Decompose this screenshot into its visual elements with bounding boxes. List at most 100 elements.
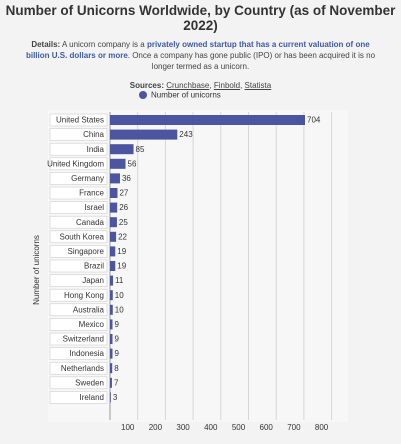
bar xyxy=(110,392,111,403)
y-tick-label: Sweden xyxy=(75,378,104,387)
category-box xyxy=(49,259,108,273)
category-box xyxy=(49,201,108,214)
legend-marker xyxy=(139,91,147,99)
category-box xyxy=(49,303,108,317)
sources-label: Sources: xyxy=(129,81,164,90)
y-tick-label: Ireland xyxy=(80,393,104,402)
value-label: 8 xyxy=(114,364,119,373)
x-tick-label: 200 xyxy=(149,423,163,432)
value-label: 11 xyxy=(115,276,124,285)
details-highlight: privately owned startup that has a curre… xyxy=(25,40,370,60)
category-box xyxy=(49,376,108,390)
bar xyxy=(110,129,178,140)
category-box xyxy=(49,332,108,346)
x-tick-label: 700 xyxy=(287,423,301,432)
y-tick-label: Brazil xyxy=(84,262,104,271)
value-label: 3 xyxy=(113,393,118,402)
y-tick-label: United Kingdom xyxy=(47,159,104,168)
x-tick-label: 300 xyxy=(176,423,190,432)
bar xyxy=(110,246,116,257)
category-box xyxy=(49,361,108,375)
bar xyxy=(110,334,113,344)
bar xyxy=(110,217,117,228)
source-link[interactable]: Statista xyxy=(244,81,272,90)
bar xyxy=(110,202,118,213)
details-text: A unicorn company is a xyxy=(62,40,145,49)
y-tick-label: Australia xyxy=(73,305,105,314)
details-text: . Once a company has gone public (IPO) o… xyxy=(127,51,376,71)
category-box xyxy=(49,215,108,229)
value-label: 9 xyxy=(114,320,119,329)
y-tick-label: Netherlands xyxy=(61,364,104,373)
separator: , xyxy=(240,81,243,90)
y-tick-label: Israel xyxy=(84,203,104,212)
bar xyxy=(110,304,113,315)
y-tick-label: South Korea xyxy=(60,232,105,241)
category-box xyxy=(49,318,108,331)
separator: , xyxy=(209,81,212,90)
bar xyxy=(110,275,114,286)
y-tick-label: Japan xyxy=(82,276,104,285)
value-label: 704 xyxy=(307,116,321,125)
bar xyxy=(110,290,113,301)
value-label: 19 xyxy=(117,247,126,256)
source-link[interactable]: Crunchbase xyxy=(166,81,210,90)
bar xyxy=(110,173,120,184)
bar xyxy=(110,363,113,374)
y-tick-label: Switzerland xyxy=(63,335,104,344)
source-link[interactable]: Finbold xyxy=(213,81,241,90)
category-box xyxy=(49,230,108,244)
category-box xyxy=(49,186,108,200)
category-box xyxy=(49,288,108,302)
bar xyxy=(110,319,113,330)
value-label: 22 xyxy=(118,232,127,241)
details-label: Details: xyxy=(31,40,61,49)
category-box xyxy=(49,142,108,156)
y-tick-label: United States xyxy=(56,116,104,125)
value-label: 243 xyxy=(179,130,193,139)
category-box xyxy=(49,347,108,360)
category-box xyxy=(49,274,108,287)
y-tick-label: Canada xyxy=(76,218,105,227)
x-tick-label: 100 xyxy=(121,423,135,432)
bar xyxy=(110,261,116,271)
sources: Sources: Crunchbase, Finbold, Statista xyxy=(0,81,401,90)
category-box xyxy=(49,245,108,258)
bar xyxy=(110,188,118,198)
bar xyxy=(110,158,126,169)
value-label: 27 xyxy=(119,189,128,198)
value-label: 36 xyxy=(122,174,131,183)
chart-title: Number of Unicorns Worldwide, by Country… xyxy=(5,3,396,33)
x-tick-label: 800 xyxy=(315,423,329,432)
category-box xyxy=(49,391,108,404)
legend-label: Number of unicorns xyxy=(151,91,221,100)
y-tick-label: Singapore xyxy=(68,247,105,256)
y-tick-label: Mexico xyxy=(79,320,105,329)
bar xyxy=(110,377,112,388)
category-box xyxy=(49,128,108,141)
details: Details: A unicorn company is a privatel… xyxy=(22,39,379,72)
y-tick-label: India xyxy=(87,145,105,154)
y-tick-label: Indonesia xyxy=(69,349,104,358)
value-label: 85 xyxy=(136,145,145,154)
value-label: 25 xyxy=(119,218,128,227)
value-label: 10 xyxy=(115,305,124,314)
bar xyxy=(110,231,117,242)
x-tick-label: 500 xyxy=(232,423,246,432)
category-box xyxy=(49,113,108,127)
value-label: 9 xyxy=(114,335,119,344)
x-tick-label: 600 xyxy=(260,423,274,432)
category-box xyxy=(49,157,108,171)
bar xyxy=(110,115,306,125)
y-tick-label: Germany xyxy=(71,174,104,183)
header: Number of Unicorns Worldwide, by Country… xyxy=(0,0,401,90)
category-box xyxy=(49,172,108,185)
value-label: 9 xyxy=(114,349,119,358)
y-tick-label: China xyxy=(83,130,104,139)
y-axis-title: Number of unicorns xyxy=(32,235,41,305)
value-label: 7 xyxy=(114,378,119,387)
bar xyxy=(110,144,134,155)
value-label: 26 xyxy=(119,203,128,212)
